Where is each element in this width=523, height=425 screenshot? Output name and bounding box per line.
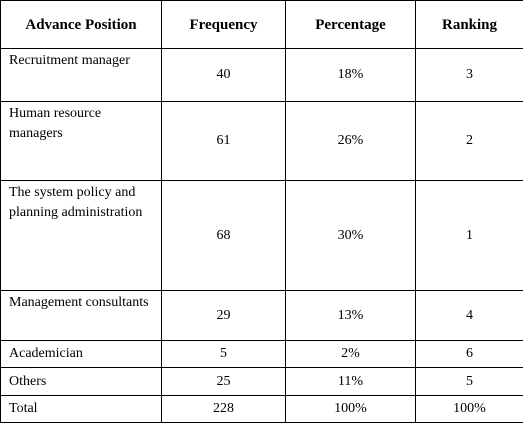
header-advance-position: Advance Position — [0, 0, 162, 49]
header-ranking: Ranking — [415, 0, 523, 49]
frequency-cell: 5 — [161, 340, 286, 368]
table-row: Others 25 11% 5 — [0, 367, 523, 396]
ranking-cell: 4 — [415, 290, 523, 341]
position-cell: Others — [0, 367, 162, 396]
position-cell: The system policy and planning administr… — [0, 180, 162, 291]
position-cell: Recruitment manager — [0, 48, 162, 102]
ranking-cell: 3 — [415, 48, 523, 102]
ranking-cell: 100% — [415, 395, 523, 423]
frequency-cell: 25 — [161, 367, 286, 396]
table-header-row: Advance Position Frequency Percentage Ra… — [0, 0, 523, 49]
frequency-cell: 68 — [161, 180, 286, 291]
position-cell: Academician — [0, 340, 162, 368]
ranking-cell: 2 — [415, 101, 523, 181]
position-cell: Total — [0, 395, 162, 423]
table-total-row: Total 228 100% 100% — [0, 395, 523, 423]
position-cell: Human resource managers — [0, 101, 162, 181]
table-row: Management consultants 29 13% 4 — [0, 290, 523, 341]
ranking-cell: 1 — [415, 180, 523, 291]
percentage-cell: 2% — [285, 340, 416, 368]
frequency-cell: 29 — [161, 290, 286, 341]
percentage-cell: 18% — [285, 48, 416, 102]
table-row: Academician 5 2% 6 — [0, 340, 523, 368]
ranking-cell: 6 — [415, 340, 523, 368]
percentage-cell: 30% — [285, 180, 416, 291]
ranking-cell: 5 — [415, 367, 523, 396]
percentage-cell: 100% — [285, 395, 416, 423]
frequency-cell: 228 — [161, 395, 286, 423]
header-percentage: Percentage — [285, 0, 416, 49]
table-row: Human resource managers 61 26% 2 — [0, 101, 523, 181]
percentage-cell: 26% — [285, 101, 416, 181]
frequency-cell: 61 — [161, 101, 286, 181]
percentage-cell: 13% — [285, 290, 416, 341]
header-frequency: Frequency — [161, 0, 286, 49]
frequency-cell: 40 — [161, 48, 286, 102]
position-cell: Management consultants — [0, 290, 162, 341]
table-row: Recruitment manager 40 18% 3 — [0, 48, 523, 102]
table-row: The system policy and planning administr… — [0, 180, 523, 291]
percentage-cell: 11% — [285, 367, 416, 396]
